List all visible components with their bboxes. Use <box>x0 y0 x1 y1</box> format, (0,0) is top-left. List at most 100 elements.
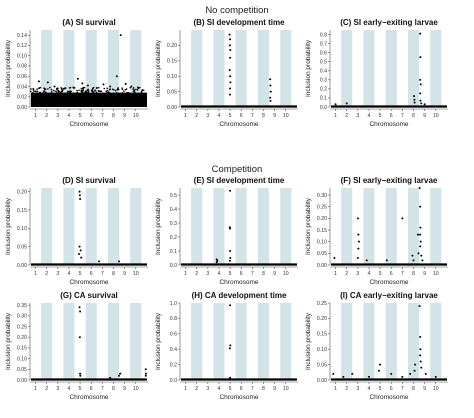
chromosome-band <box>341 303 353 380</box>
x-tick-label: 6 <box>390 386 393 392</box>
chromosome-band <box>63 188 75 265</box>
x-tick-label: 2 <box>345 386 348 392</box>
data-point <box>401 375 404 378</box>
data-point <box>420 254 423 257</box>
x-tick-label: 2 <box>345 271 348 277</box>
marker <box>117 87 119 89</box>
y-tick-label: 0.20 <box>317 316 327 322</box>
data-point <box>419 335 422 338</box>
panel-title: (H) CA development time <box>192 291 287 300</box>
x-tick-label: 10 <box>433 113 439 119</box>
marker <box>61 89 64 91</box>
marker <box>47 88 49 90</box>
chromosome-band <box>280 303 292 380</box>
chart-panel: (C) SI early−exiting larvae 0.0 0.1 0.2 0.3 0… <box>305 18 448 128</box>
data-point <box>118 374 121 377</box>
y-tick-label: 0.10 <box>17 356 27 362</box>
marker <box>128 92 131 95</box>
data-point <box>119 34 122 37</box>
marker <box>83 86 86 89</box>
y-tick-label: 0.00 <box>17 105 27 111</box>
y-tick-label: 0.15 <box>17 346 27 352</box>
chromosome-band <box>430 188 442 265</box>
y-tick-label: 0.4 <box>170 347 177 353</box>
y-tick-label: 0.00 <box>317 378 327 384</box>
marker <box>132 87 135 89</box>
chromosome-band <box>85 188 97 265</box>
chromosome-band <box>280 30 292 107</box>
data-point <box>118 260 121 263</box>
x-axis-label: Chromosome <box>69 121 108 128</box>
marker <box>54 90 56 93</box>
data-point <box>413 98 416 101</box>
y-tick-label: 0.00 <box>317 263 327 269</box>
x-axis-label: Chromosome <box>369 121 408 128</box>
x-tick-label: 4 <box>68 386 71 392</box>
x-tick-label: 5 <box>379 271 382 277</box>
y-tick-label: 0.10 <box>17 226 27 232</box>
data-point <box>419 99 422 102</box>
marker <box>61 90 64 93</box>
x-tick-label: 1 <box>184 113 187 119</box>
data-point <box>417 252 420 255</box>
y-tick-label: 0.30 <box>317 193 327 199</box>
marker <box>136 89 139 91</box>
data-point <box>411 254 414 257</box>
x-tick-label: 5 <box>79 386 82 392</box>
chromosome-band <box>257 188 270 265</box>
data-point <box>414 363 417 366</box>
x-tick-label: 4 <box>218 271 221 277</box>
x-tick-label: 7 <box>251 271 254 277</box>
data-point <box>78 336 81 339</box>
chromosome-band <box>385 30 397 107</box>
y-tick-label: 0.00 <box>17 378 27 384</box>
data-point <box>356 217 359 220</box>
chromosome-band <box>130 188 142 265</box>
x-tick-label: 3 <box>356 271 359 277</box>
x-tick-label: 9 <box>273 271 276 277</box>
x-tick-label: 2 <box>195 386 198 392</box>
y-axis-label: Inclusion probability <box>5 312 12 370</box>
marker <box>44 88 47 91</box>
marker <box>30 88 32 90</box>
data-point <box>229 38 232 41</box>
chart-panel: (F) SI early−exiting larvae 0.00 0.05 0.10 0… <box>305 176 448 286</box>
y-tick-label: 0.0 <box>320 105 327 111</box>
data-point <box>351 372 354 375</box>
marker <box>121 88 124 91</box>
x-tick-label: 9 <box>123 271 126 277</box>
x-tick-label: 8 <box>112 271 115 277</box>
marker <box>108 91 110 94</box>
x-tick-label: 7 <box>251 386 254 392</box>
marker <box>105 90 108 93</box>
marker <box>45 91 47 94</box>
x-tick-label: 3 <box>206 113 209 119</box>
data-point <box>419 78 422 81</box>
marker <box>66 91 69 94</box>
y-tick-label: 0.2 <box>170 362 177 368</box>
x-tick-label: 9 <box>423 271 426 277</box>
chromosome-band <box>107 188 120 265</box>
chromosome-band <box>407 30 420 107</box>
x-tick-label: 4 <box>68 271 71 277</box>
chart-panel: (B) SI development time 0.00 0.05 0.10 0.15 0… <box>155 18 298 128</box>
data-point <box>115 75 118 78</box>
x-tick-label: 10 <box>133 271 139 277</box>
x-tick-label: 6 <box>90 271 93 277</box>
data-point <box>367 375 370 378</box>
x-axis-label: Chromosome <box>369 394 408 401</box>
marker <box>86 92 89 95</box>
data-point <box>409 372 412 375</box>
data-point <box>419 245 422 248</box>
marker <box>126 91 128 94</box>
marker <box>32 91 34 94</box>
panel-title: (F) SI early−exiting larvae <box>341 176 438 185</box>
x-tick-label: 2 <box>45 113 48 119</box>
y-tick-label: 0.1 <box>170 249 177 255</box>
data-point <box>229 49 232 52</box>
data-point <box>357 233 360 236</box>
marker <box>39 86 42 89</box>
x-tick-label: 9 <box>273 113 276 119</box>
data-point <box>78 306 81 309</box>
